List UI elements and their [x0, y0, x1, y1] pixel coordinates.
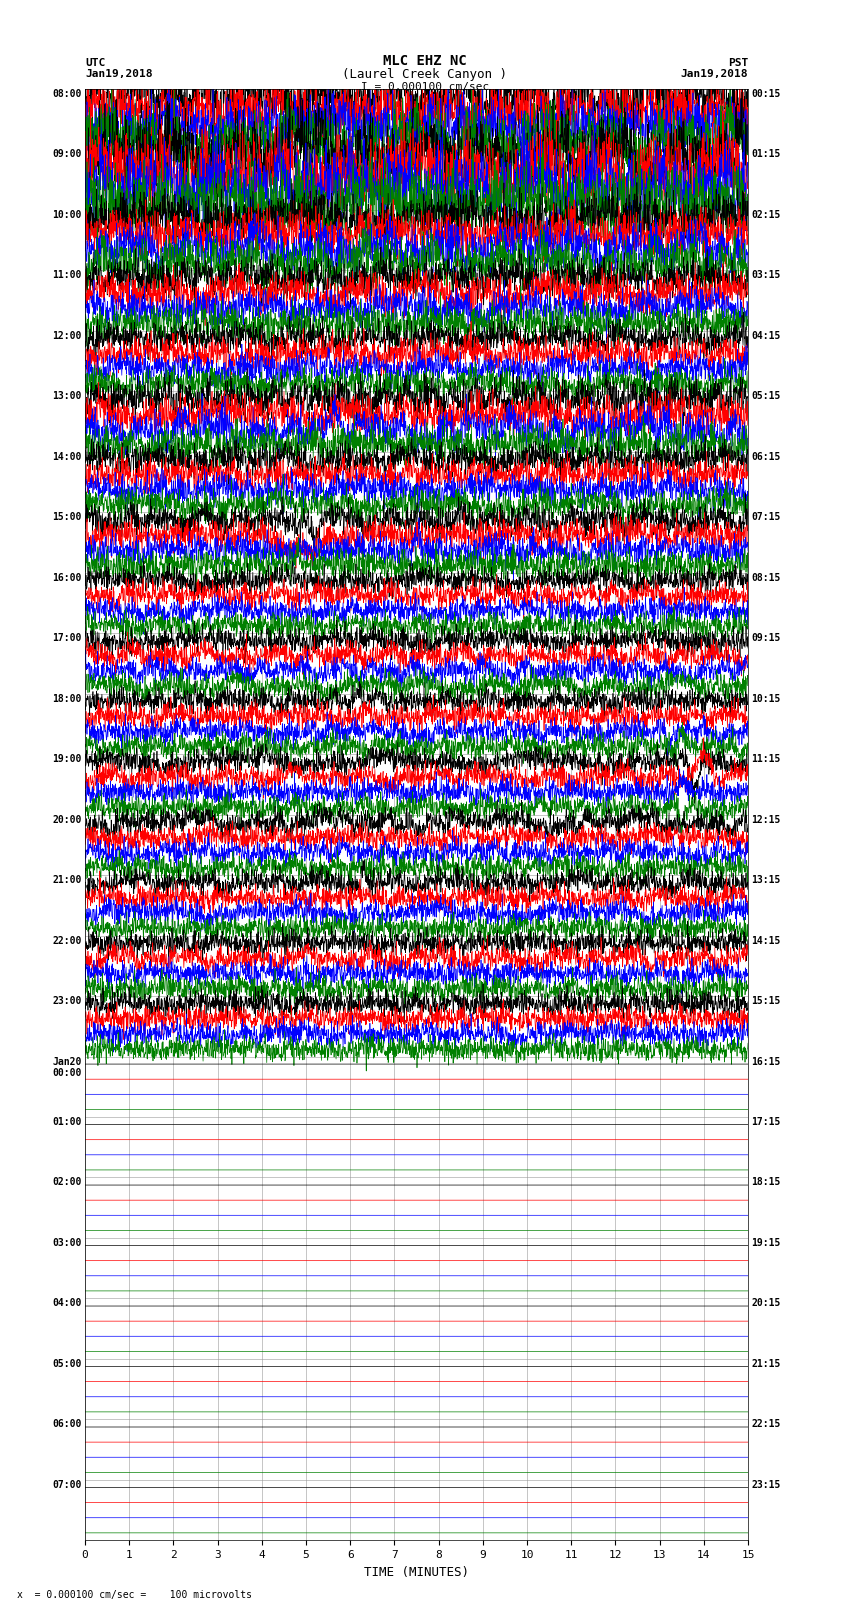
- Text: (Laurel Creek Canyon ): (Laurel Creek Canyon ): [343, 68, 507, 81]
- Text: 08:15: 08:15: [751, 573, 780, 582]
- Text: 03:00: 03:00: [53, 1239, 82, 1248]
- Text: Jan19,2018: Jan19,2018: [85, 69, 152, 79]
- Text: 05:15: 05:15: [751, 392, 780, 402]
- Text: 03:15: 03:15: [751, 271, 780, 281]
- Text: 09:15: 09:15: [751, 634, 780, 644]
- Text: 04:00: 04:00: [53, 1298, 82, 1308]
- Text: 18:15: 18:15: [751, 1177, 780, 1187]
- Text: 14:00: 14:00: [53, 452, 82, 461]
- Text: 19:15: 19:15: [751, 1239, 780, 1248]
- Text: 15:15: 15:15: [751, 997, 780, 1007]
- Text: 16:00: 16:00: [53, 573, 82, 582]
- Text: PST: PST: [728, 58, 748, 68]
- Text: 16:15: 16:15: [751, 1057, 780, 1066]
- Text: 14:15: 14:15: [751, 936, 780, 945]
- Text: 23:00: 23:00: [53, 997, 82, 1007]
- Text: 10:00: 10:00: [53, 210, 82, 219]
- Text: 21:15: 21:15: [751, 1358, 780, 1369]
- Text: I = 0.000100 cm/sec: I = 0.000100 cm/sec: [361, 82, 489, 92]
- Text: 19:00: 19:00: [53, 755, 82, 765]
- Text: 04:15: 04:15: [751, 331, 780, 340]
- Text: 00:15: 00:15: [751, 89, 780, 98]
- Text: 23:15: 23:15: [751, 1481, 780, 1490]
- Text: 01:00: 01:00: [53, 1118, 82, 1127]
- Text: 13:00: 13:00: [53, 392, 82, 402]
- Text: 17:15: 17:15: [751, 1118, 780, 1127]
- Text: MLC EHZ NC: MLC EHZ NC: [383, 53, 467, 68]
- Text: 17:00: 17:00: [53, 634, 82, 644]
- Text: 20:15: 20:15: [751, 1298, 780, 1308]
- Text: UTC: UTC: [85, 58, 105, 68]
- Text: 01:15: 01:15: [751, 150, 780, 160]
- Text: 15:00: 15:00: [53, 513, 82, 523]
- Text: 13:15: 13:15: [751, 874, 780, 886]
- Text: 20:00: 20:00: [53, 815, 82, 824]
- Text: Jan20
00:00: Jan20 00:00: [53, 1057, 82, 1077]
- X-axis label: TIME (MINUTES): TIME (MINUTES): [364, 1566, 469, 1579]
- Text: 08:00: 08:00: [53, 89, 82, 98]
- Text: 05:00: 05:00: [53, 1358, 82, 1369]
- Text: 11:15: 11:15: [751, 755, 780, 765]
- Text: 12:00: 12:00: [53, 331, 82, 340]
- Text: 11:00: 11:00: [53, 271, 82, 281]
- Text: 09:00: 09:00: [53, 150, 82, 160]
- Text: 06:15: 06:15: [751, 452, 780, 461]
- Text: 22:15: 22:15: [751, 1419, 780, 1429]
- Text: 02:15: 02:15: [751, 210, 780, 219]
- Text: 07:00: 07:00: [53, 1481, 82, 1490]
- Text: 07:15: 07:15: [751, 513, 780, 523]
- Text: 12:15: 12:15: [751, 815, 780, 824]
- Text: x  = 0.000100 cm/sec =    100 microvolts: x = 0.000100 cm/sec = 100 microvolts: [17, 1590, 252, 1600]
- Text: 21:00: 21:00: [53, 874, 82, 886]
- Text: 06:00: 06:00: [53, 1419, 82, 1429]
- Text: 10:15: 10:15: [751, 694, 780, 703]
- Text: 18:00: 18:00: [53, 694, 82, 703]
- Text: 22:00: 22:00: [53, 936, 82, 945]
- Text: 02:00: 02:00: [53, 1177, 82, 1187]
- Text: Jan19,2018: Jan19,2018: [681, 69, 748, 79]
